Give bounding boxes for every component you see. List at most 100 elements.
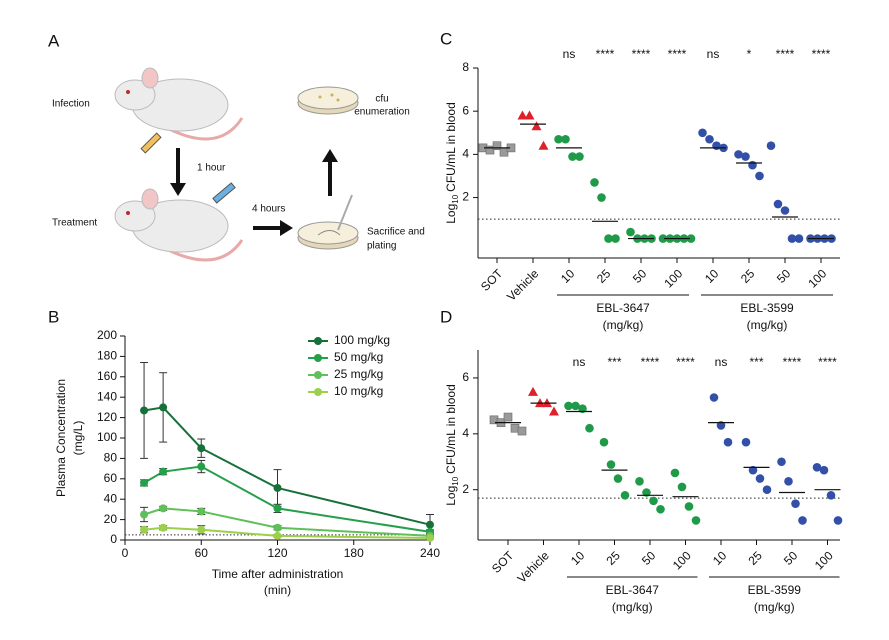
y-tick-label: 2 [462, 482, 469, 496]
significance-label: ns [715, 355, 728, 369]
data-point [670, 468, 680, 478]
panel-label: A [48, 31, 60, 50]
y-axis-label: Plasma Concentration [54, 379, 68, 497]
data-point [606, 460, 616, 469]
petri-dish [297, 86, 359, 115]
group-label: (mg/kg) [754, 600, 795, 614]
data-point [787, 234, 797, 243]
y-tick-label: 120 [97, 410, 117, 424]
data-point [777, 457, 786, 467]
data-point [784, 477, 793, 486]
arrow-head [280, 220, 293, 236]
legend-label: 50 mg/kg [334, 350, 383, 364]
data-point [698, 128, 707, 138]
series-line [143, 507, 431, 537]
panel-label: B [48, 307, 59, 326]
y-tick-label: 180 [97, 349, 117, 363]
data-point [620, 490, 630, 500]
data-point [585, 423, 594, 433]
y-axis-label-part: Log [444, 204, 458, 224]
x-tick-label: 10 [710, 548, 730, 568]
x-tick-label: 25 [746, 548, 766, 568]
data-point [159, 467, 168, 476]
significance-label: **** [783, 355, 802, 369]
mouse [114, 67, 244, 154]
data-point [503, 412, 513, 422]
data-point [766, 141, 776, 151]
x-tick-label: 120 [267, 546, 287, 560]
data-point [780, 206, 790, 215]
data-point [538, 140, 549, 150]
data-point [755, 474, 765, 483]
legend-marker [314, 354, 322, 362]
x-axis-label: Time after administration [212, 567, 344, 581]
data-point [140, 478, 149, 487]
data-point [524, 110, 535, 120]
x-tick-label: 25 [594, 266, 614, 286]
x-tick-label: 10 [558, 266, 578, 286]
y-tick-label: 40 [104, 491, 118, 505]
x-tick-label: SOT [478, 266, 506, 294]
data-point [599, 437, 609, 447]
data-point [642, 488, 651, 497]
data-point [812, 463, 822, 472]
data-point [517, 110, 528, 120]
interval-label: 4 hours [252, 204, 285, 215]
arrow-head [170, 183, 186, 196]
data-point [748, 160, 757, 170]
y-tick-label: 4 [462, 147, 469, 161]
legend-label: 25 mg/kg [334, 367, 383, 381]
data-point [762, 485, 772, 495]
data-point [826, 490, 836, 500]
series-line [143, 406, 431, 526]
legend-marker [314, 371, 322, 379]
data-point [273, 531, 282, 540]
data-point [748, 465, 758, 475]
data-point [485, 145, 495, 155]
y-tick-label: 20 [104, 512, 118, 526]
mouse [114, 182, 244, 262]
y-tick-label: 100 [97, 430, 117, 444]
data-point [734, 150, 743, 159]
y-axis-label-part: CFU/mL in blood [444, 102, 458, 192]
x-tick-label: 50 [781, 548, 801, 568]
x-tick-label: 10 [568, 548, 588, 568]
data-point [677, 482, 687, 492]
x-tick-label: 25 [604, 548, 624, 568]
y-axis-label-part: 10 [451, 476, 460, 485]
x-tick-label: 100 [670, 548, 694, 572]
x-tick-label: 100 [805, 266, 829, 290]
data-point [197, 462, 206, 471]
group-label: (mg/kg) [603, 318, 644, 332]
data-point [649, 496, 658, 506]
y-tick-label: 0 [110, 532, 117, 546]
x-tick-label: 240 [420, 546, 440, 560]
data-point [833, 516, 843, 525]
y-tick-label: 2 [462, 190, 469, 204]
y-tick-label: 160 [97, 369, 117, 383]
y-tick-label: 140 [97, 389, 117, 403]
data-point [794, 234, 804, 243]
x-tick-label: 50 [630, 266, 650, 286]
group-label: EBL-3647 [606, 583, 660, 597]
data-point [140, 510, 149, 519]
data-point [590, 178, 599, 187]
data-point [798, 516, 807, 525]
x-tick-label: 0 [122, 546, 129, 560]
significance-label: *** [607, 355, 621, 369]
data-point [723, 437, 733, 447]
x-axis-label: (min) [264, 583, 291, 597]
data-point [705, 134, 714, 144]
series-line [143, 465, 431, 533]
data-point [686, 234, 696, 243]
data-point [597, 193, 606, 202]
legend-marker [314, 337, 322, 345]
data-point [554, 134, 563, 144]
significance-label: **** [776, 47, 795, 61]
step-label: Treatment [52, 218, 97, 229]
significance-label: **** [812, 47, 831, 61]
data-point [197, 525, 206, 534]
data-point [578, 404, 587, 413]
y-axis-label: (mg/L) [71, 421, 85, 456]
